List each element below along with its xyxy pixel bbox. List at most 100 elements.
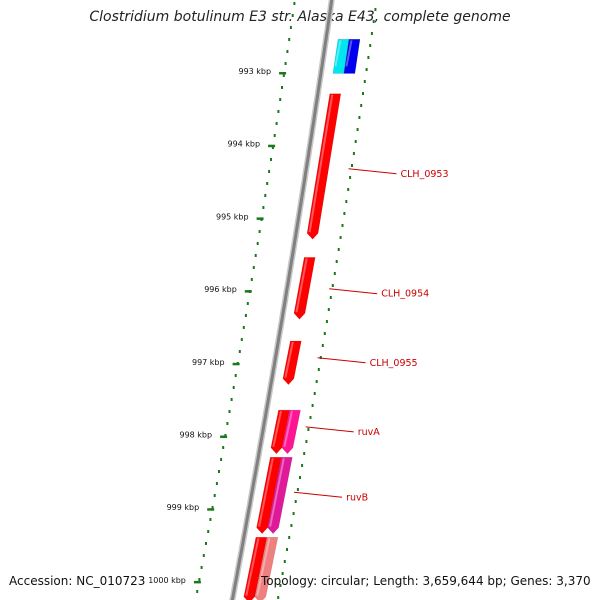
gene-arrow: [270, 409, 290, 455]
gc-dot-right: [374, 8, 377, 11]
gc-dot-right: [319, 356, 322, 359]
gc-dot-left: [200, 566, 203, 569]
gc-dot-right: [363, 80, 366, 83]
gc-dot-right: [294, 500, 297, 503]
gc-dot-right: [286, 548, 288, 551]
gc-dot-right: [341, 224, 344, 227]
gene-highlight: [295, 258, 308, 313]
gc-dot-left: [196, 590, 199, 593]
gc-dot-left: [258, 230, 261, 233]
tick-label: 994 kbp: [227, 140, 260, 149]
gc-dot-left: [279, 98, 282, 101]
gene-labels: CLH_0953 CLH_0954 CLH_0955 ruvA ruvB: [294, 168, 449, 503]
gc-dot-right: [317, 368, 320, 371]
gc-dot-right: [299, 476, 301, 479]
gene-arrow: [256, 456, 282, 535]
backbone-line: [230, 0, 334, 600]
gc-dot-right: [343, 212, 346, 215]
gc-dot-right: [367, 56, 370, 59]
gc-dot-right: [321, 344, 324, 347]
label-leader-line: [294, 491, 343, 498]
gene-highlight: [284, 341, 294, 378]
gc-dot-right: [281, 572, 284, 575]
gene-arrow: [293, 257, 316, 320]
gc-dot-left: [281, 86, 283, 89]
gc-dot-left: [198, 578, 201, 581]
gc-dot-right: [354, 140, 357, 143]
gc-dot-left: [289, 26, 292, 29]
tick-label: 997 kbp: [192, 358, 225, 367]
gene-highlight: [245, 538, 260, 596]
gc-dot-left: [228, 410, 231, 413]
gene-label: ruvA: [358, 427, 381, 438]
label-leader-line: [348, 168, 397, 175]
gc-dot-right: [333, 272, 336, 275]
map-title: Clostridium botulinum E3 str. Alaska E43…: [89, 9, 511, 25]
gc-dot-right: [339, 236, 342, 239]
gc-dot-left: [282, 74, 285, 77]
gc-dot-right: [325, 320, 328, 323]
gc-dot-left: [270, 158, 272, 161]
gc-dot-right: [365, 68, 368, 71]
gc-dot-right: [301, 464, 304, 467]
tick-label: 995 kbp: [216, 212, 249, 221]
gene-highlight: [345, 40, 353, 67]
gc-dot-right: [329, 296, 332, 299]
gene-highlight: [283, 410, 293, 447]
gc-dot-right: [315, 380, 318, 383]
tick-mark: [268, 144, 276, 148]
gc-dot-left: [273, 134, 276, 137]
gc-dot-right: [288, 536, 291, 539]
gc-dot-right: [370, 32, 373, 35]
gc-dot-right: [292, 512, 295, 515]
gc-dot-right: [296, 488, 299, 491]
gc-dot-right: [309, 416, 312, 419]
gc-dot-left: [230, 398, 233, 401]
gc-dot-left: [222, 446, 225, 449]
gc-dot-right: [335, 260, 338, 263]
gene-highlight: [256, 538, 271, 596]
gene-features: [243, 38, 361, 600]
tick-mark: [256, 217, 264, 220]
gc-dot-right: [303, 452, 306, 455]
gc-dot-left: [262, 206, 265, 209]
gc-dot-right: [283, 560, 286, 563]
topology-label: Topology: circular; Length: 3,659,644 bp…: [261, 574, 591, 588]
gc-dot-left: [209, 518, 212, 521]
gc-dot-left: [275, 122, 278, 125]
gc-dot-left: [211, 506, 214, 509]
gc-dot-left: [215, 482, 218, 485]
gene-highlight: [308, 94, 334, 233]
tick-label: 998 kbp: [179, 431, 212, 440]
gc-dot-left: [286, 50, 289, 53]
gc-dot-left: [288, 38, 291, 41]
gc-dot-right: [356, 128, 359, 131]
gene-label: ruvB: [346, 492, 368, 503]
gc-dot-left: [220, 458, 223, 461]
gene-highlight: [269, 458, 285, 527]
gc-dot-left: [242, 326, 245, 329]
accession-label: Accession: NC_010723: [9, 574, 146, 588]
gc-dot-left: [252, 266, 255, 269]
tick-mark: [232, 362, 240, 366]
tick-label: 993 kbp: [238, 67, 271, 76]
gene-arrow: [281, 409, 301, 455]
gene-highlight: [258, 458, 274, 527]
gc-dot-left: [268, 170, 271, 173]
tick-mark: [220, 435, 228, 438]
gc-dot-right: [327, 308, 330, 311]
gene-highlight: [334, 40, 342, 67]
tick-label: 996 kbp: [204, 285, 237, 294]
gc-dot-left: [264, 194, 267, 197]
gc-dot-left: [218, 470, 220, 473]
tick-mark: [193, 580, 201, 584]
gc-dot-right: [345, 200, 348, 203]
gc-dot-left: [202, 554, 205, 557]
gc-dot-right: [362, 92, 364, 95]
gc-dot-left: [232, 386, 235, 389]
gc-dot-left: [213, 494, 216, 497]
gc-dot-right: [358, 116, 361, 119]
tick-mark: [207, 508, 215, 511]
gc-dot-right: [290, 524, 293, 527]
